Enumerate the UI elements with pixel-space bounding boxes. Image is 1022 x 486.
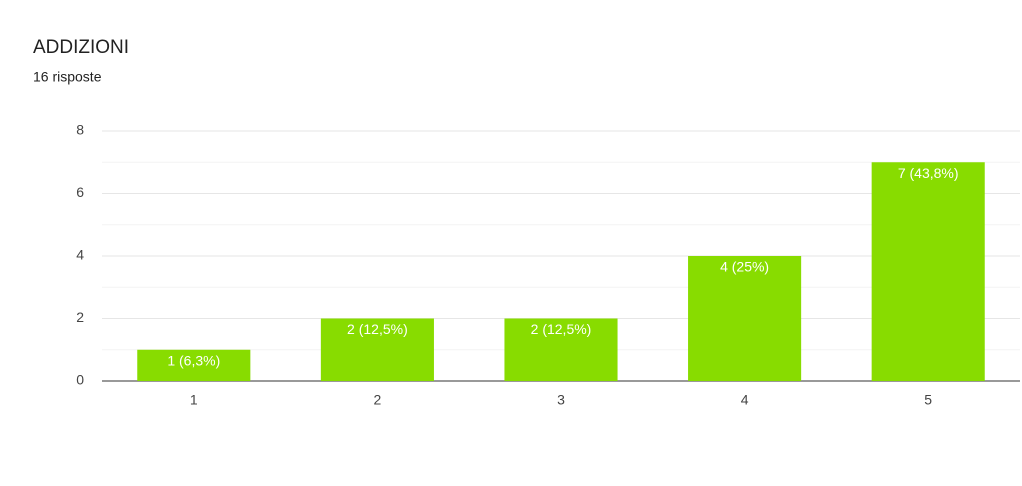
x-tick-label: 4 (741, 392, 749, 408)
value-label: 7 (43,8%) (898, 165, 959, 181)
y-tick-label: 4 (76, 247, 84, 263)
chart-title: ADDIZIONI (33, 37, 129, 58)
bar (688, 256, 802, 381)
value-label: 4 (25%) (720, 259, 769, 275)
value-label: 2 (12,5%) (347, 321, 408, 337)
bar (320, 318, 434, 381)
y-tick-label: 8 (76, 122, 84, 138)
bar (871, 162, 985, 381)
chart-subtitle: 16 risposte (33, 69, 102, 85)
x-tick-label: 3 (557, 392, 565, 408)
bar (137, 349, 251, 381)
y-tick-label: 0 (76, 372, 84, 388)
value-label: 1 (6,3%) (167, 352, 220, 368)
y-tick-label: 2 (76, 309, 84, 325)
y-tick-label: 6 (76, 184, 84, 200)
x-tick-label: 5 (924, 392, 932, 408)
x-tick-label: 1 (190, 392, 198, 408)
bar (504, 318, 618, 381)
value-label: 2 (12,5%) (531, 321, 592, 337)
x-tick-label: 2 (374, 392, 382, 408)
